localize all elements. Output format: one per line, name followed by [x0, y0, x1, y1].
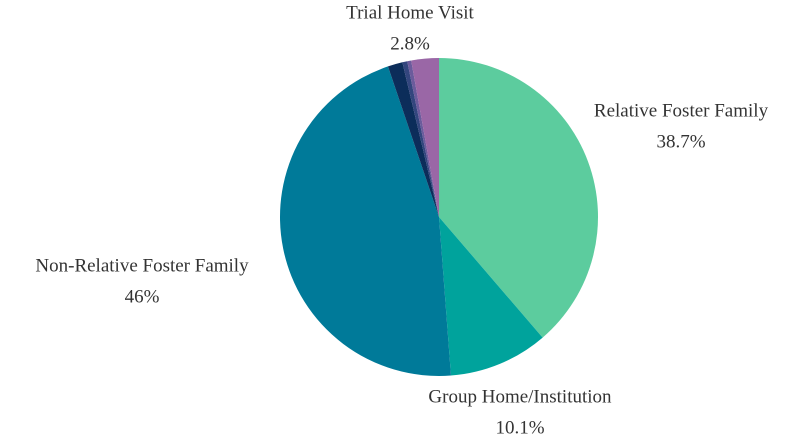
slice-value-label: 2.8%	[390, 33, 430, 54]
slice-value-label: 46%	[125, 286, 160, 307]
pie-slice	[387, 62, 439, 217]
slice-label: Non-Relative Foster Family	[35, 255, 249, 276]
pie-slice	[411, 58, 439, 217]
pie-slice	[439, 58, 598, 338]
slice-label: Group Home/Institution	[428, 386, 612, 407]
slice-label: Relative Foster Family	[594, 100, 769, 121]
pie-slice	[439, 217, 543, 376]
slice-value-label: 38.7%	[656, 131, 705, 152]
pie-slice	[407, 60, 439, 217]
slice-value-label: 10.1%	[495, 417, 544, 438]
pie-slice	[402, 61, 439, 217]
slice-label: Trial Home Visit	[346, 2, 474, 23]
pie-slice	[280, 66, 451, 376]
